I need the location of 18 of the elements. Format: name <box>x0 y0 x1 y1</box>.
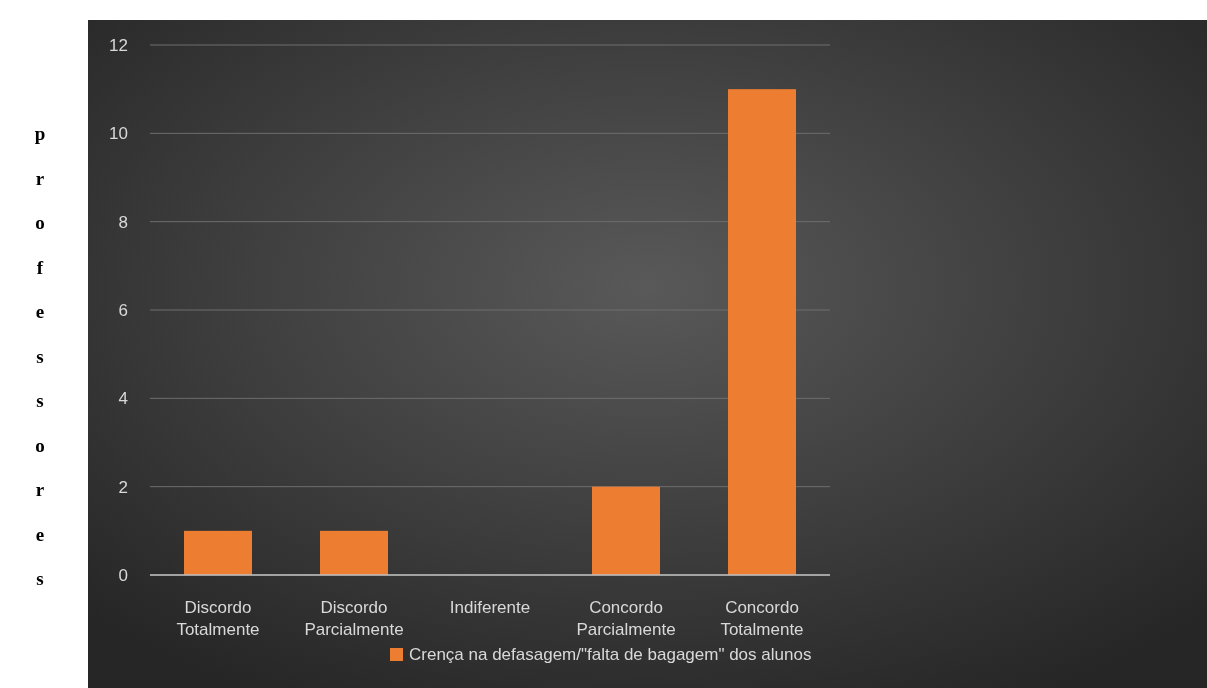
y-tick-label: 8 <box>118 212 128 232</box>
y-tick-label: 0 <box>118 565 128 585</box>
legend-label: Crença na defasagem/"falta de bagagem" dos alunos <box>409 645 812 664</box>
bar <box>592 486 660 575</box>
x-tick-label: Discordo Totalmente <box>176 598 260 639</box>
y-tick-label: 12 <box>109 35 128 55</box>
x-tick-label: Indiferente <box>449 598 531 617</box>
bar <box>184 530 252 575</box>
text: professores <box>34 123 46 589</box>
y-tick-label: 2 <box>118 477 128 497</box>
y-tick-label: 4 <box>118 389 128 409</box>
bar <box>320 530 388 575</box>
y-tick-label: 6 <box>118 300 128 320</box>
x-tick-label: Concordo Totalmente <box>720 598 804 639</box>
y-tick-label: 10 <box>109 124 128 144</box>
bar <box>728 89 796 575</box>
x-tick-label: Discordo Parcialmente <box>304 598 404 639</box>
x-tick-label: Concordo Parcialmente <box>576 598 676 639</box>
